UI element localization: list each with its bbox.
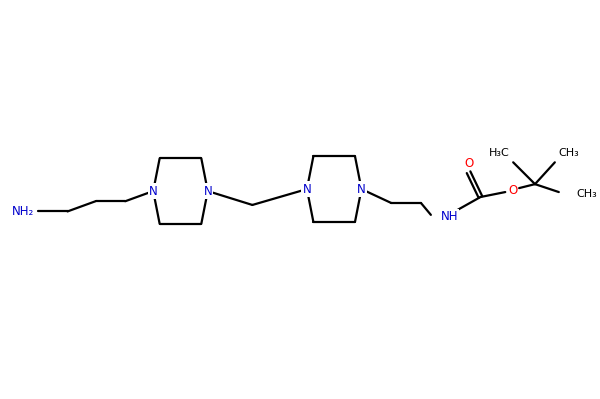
Text: CH₃: CH₃ [559, 148, 580, 158]
Text: N: N [203, 185, 212, 198]
Text: N: N [302, 183, 311, 196]
Text: H₃C: H₃C [488, 148, 509, 158]
Text: NH: NH [441, 210, 458, 223]
Text: N: N [357, 183, 366, 196]
Text: O: O [464, 157, 473, 170]
Text: O: O [509, 184, 518, 197]
Text: N: N [149, 185, 158, 198]
Text: NH₂: NH₂ [11, 205, 34, 218]
Text: CH₃: CH₃ [577, 189, 598, 199]
